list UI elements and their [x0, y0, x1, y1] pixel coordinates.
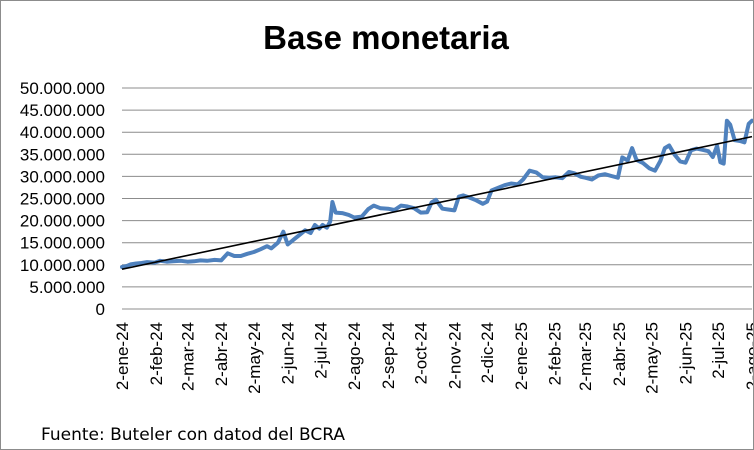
source-note: Fuente: Buteler con datod del BCRA — [41, 425, 346, 445]
x-tick-label: 2-mar-24 — [178, 322, 197, 391]
x-tick-label: 2-dic-24 — [478, 322, 497, 383]
x-axis-labels: 2-ene-24 2-feb-24 2-mar-24 2-abr-24 2-may-24… — [113, 322, 753, 394]
trend-layer — [121, 135, 753, 271]
x-tick-label: 2-nov-24 — [445, 322, 464, 389]
x-tick-label: 2-oct-24 — [412, 322, 431, 384]
y-tick-label: 0 — [96, 300, 105, 319]
y-tick-label: 5.000.000 — [29, 278, 105, 297]
chart-title: Base monetaria — [263, 19, 509, 56]
x-tick-label: 2-mar-25 — [576, 322, 595, 391]
y-tick-label: 10.000.000 — [20, 256, 105, 275]
y-tick-label: 40.000.000 — [20, 123, 105, 142]
y-tick-label: 45.000.000 — [20, 101, 105, 120]
x-tick-label: 2-feb-25 — [546, 322, 565, 385]
y-tick-label: 50.000.000 — [20, 79, 105, 98]
x-tick-label: 2-abr-24 — [212, 322, 231, 386]
y-tick-label: 25.000.000 — [20, 190, 105, 209]
x-tick-label: 2-ene-25 — [512, 322, 531, 390]
x-tick-label: 2-may-24 — [245, 322, 264, 394]
x-tick-label: 2-ago-24 — [345, 322, 364, 390]
y-tick-label: 15.000.000 — [20, 234, 105, 253]
x-tick-label: 2-jun-25 — [677, 322, 696, 384]
x-tick-label: 2-ene-24 — [113, 322, 132, 390]
trend-line — [121, 135, 753, 271]
x-tick-label: 2-ago-25 — [743, 322, 753, 390]
x-tick-label: 2-sep-24 — [379, 322, 398, 389]
x-tick-label: 2-jul-24 — [311, 322, 330, 379]
gridlines — [122, 87, 752, 310]
x-tick-label: 2-abr-25 — [610, 322, 629, 386]
x-tick-label: 2-jun-24 — [279, 322, 298, 384]
series-layer — [120, 118, 753, 269]
series-line — [120, 118, 753, 269]
x-tick-label: 2-jul-25 — [709, 322, 728, 379]
x-tick-label: 2-may-25 — [643, 322, 662, 394]
x-tick-label: 2-feb-24 — [147, 322, 166, 385]
y-axis-labels: 0 5.000.000 10.000.000 15.000.000 20.000.000… — [20, 79, 105, 319]
y-tick-label: 30.000.000 — [20, 167, 105, 186]
y-tick-label: 35.000.000 — [20, 145, 105, 164]
y-tick-label: 20.000.000 — [20, 212, 105, 231]
